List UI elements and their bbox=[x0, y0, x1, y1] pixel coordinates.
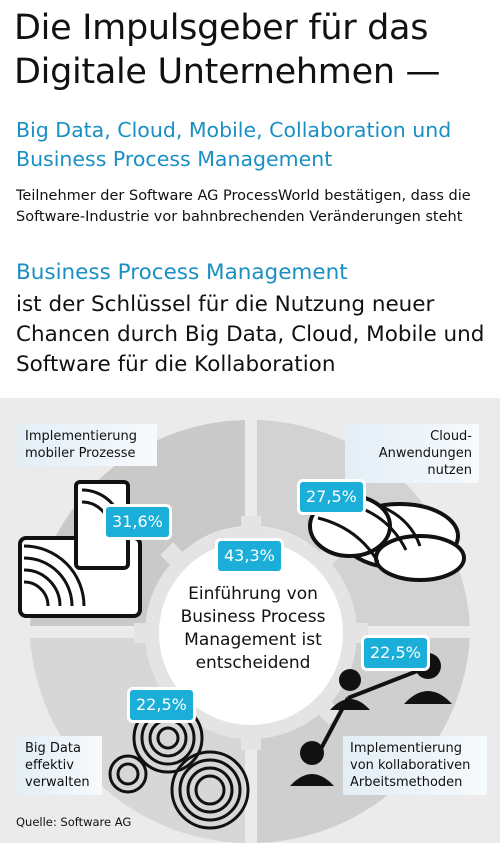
bpm-heading: Business Process Management bbox=[16, 260, 348, 285]
infographic-subtitle: Big Data, Cloud, Mobile, Collaboration u… bbox=[16, 118, 452, 171]
value-center: 43,3% bbox=[218, 541, 281, 571]
infographic-title: Die Impulsgeber für das Digitale Unterne… bbox=[14, 8, 441, 92]
label-bigdata: Big Data effektiv verwalten bbox=[18, 736, 102, 795]
ring-segment-bigdata bbox=[30, 638, 245, 843]
center-label: Einführung von Business Process Manageme… bbox=[180, 584, 326, 673]
center-gear-icon bbox=[134, 516, 368, 750]
label-mobile: Implementierung mobiler Prozesse bbox=[18, 424, 157, 466]
label-cloud: Cloud-Anwendungen nutzen bbox=[345, 424, 479, 483]
big-data-icon bbox=[108, 702, 250, 830]
bpm-claim: ist der Schlüssel für die Nutzung neuer … bbox=[16, 292, 485, 377]
value-mobile: 31,6% bbox=[106, 507, 169, 537]
value-bigdata: 22,5% bbox=[130, 690, 193, 720]
value-cloud: 27,5% bbox=[300, 482, 363, 512]
source-note: Quelle: Software AG bbox=[16, 815, 132, 829]
label-collab: Implementierung von kollaborativen Arbei… bbox=[343, 736, 487, 795]
mobile-devices-icon bbox=[18, 480, 142, 618]
collaboration-people-icon bbox=[290, 653, 452, 786]
intro-text: Teilnehmer der Software AG ProcessWorld … bbox=[16, 188, 471, 225]
value-collab: 22,5% bbox=[364, 638, 427, 668]
